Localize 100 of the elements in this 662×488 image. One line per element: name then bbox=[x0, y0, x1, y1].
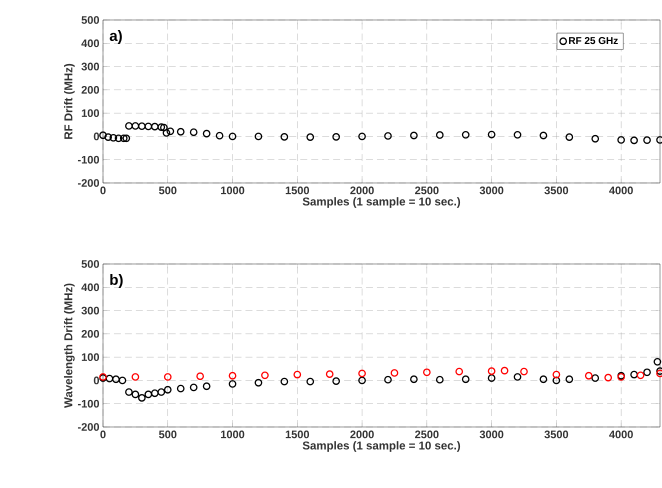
x-tick-label: 1000 bbox=[221, 186, 244, 194]
y-axis-title: RF Drift (MHz) bbox=[64, 64, 75, 139]
y-tick-label: -100 bbox=[78, 400, 100, 408]
point bbox=[520, 368, 528, 376]
point bbox=[584, 372, 593, 380]
legend-label: RF 25 GHz bbox=[569, 37, 618, 44]
point bbox=[110, 134, 118, 142]
point bbox=[332, 377, 340, 385]
point bbox=[190, 384, 198, 392]
point bbox=[436, 376, 444, 384]
point bbox=[138, 122, 146, 130]
point bbox=[150, 122, 159, 130]
y-tick-label: -200 bbox=[78, 423, 100, 431]
point bbox=[157, 123, 166, 131]
point bbox=[202, 382, 210, 390]
point bbox=[462, 130, 470, 139]
x-tick-label: 3000 bbox=[480, 186, 504, 194]
point bbox=[104, 133, 112, 141]
y-tick-label: 300 bbox=[81, 62, 100, 70]
point bbox=[280, 378, 288, 386]
x-tick-label: 3500 bbox=[544, 430, 568, 438]
point bbox=[118, 376, 126, 384]
point bbox=[358, 370, 366, 378]
y-axis-title: Wavelength Drift (MHz) bbox=[64, 284, 75, 408]
point bbox=[228, 132, 236, 140]
y-tick-label: 500 bbox=[82, 16, 100, 24]
point bbox=[617, 136, 625, 144]
point bbox=[132, 390, 140, 398]
point bbox=[565, 133, 574, 141]
point bbox=[514, 373, 522, 381]
point bbox=[436, 131, 444, 139]
y-tick-label: 400 bbox=[81, 283, 100, 292]
x-tick-label: 4000 bbox=[609, 186, 633, 194]
point bbox=[114, 134, 122, 142]
point bbox=[358, 132, 366, 140]
annotation: b) bbox=[110, 274, 123, 288]
point bbox=[384, 376, 392, 384]
y-tick-label: 400 bbox=[81, 39, 100, 48]
point bbox=[216, 132, 224, 140]
point bbox=[455, 368, 464, 376]
point bbox=[160, 124, 168, 132]
annotation: a) bbox=[110, 30, 122, 44]
point bbox=[540, 375, 548, 384]
point bbox=[150, 389, 159, 398]
point bbox=[654, 358, 662, 366]
point bbox=[162, 129, 170, 137]
point bbox=[106, 374, 114, 382]
point bbox=[390, 369, 398, 377]
point bbox=[280, 133, 288, 141]
y-tick-label: 100 bbox=[82, 353, 100, 362]
point bbox=[144, 390, 152, 398]
point bbox=[462, 375, 470, 384]
x-tick-label: 500 bbox=[158, 186, 176, 194]
y-tick-label: 100 bbox=[82, 109, 100, 118]
point bbox=[138, 394, 146, 402]
point bbox=[384, 132, 392, 140]
point bbox=[293, 370, 302, 378]
point bbox=[176, 128, 185, 136]
x-tick-label: 1500 bbox=[286, 186, 310, 194]
x-tick-label: 0 bbox=[100, 186, 106, 194]
point bbox=[120, 134, 128, 142]
point bbox=[630, 136, 638, 144]
point bbox=[604, 374, 612, 382]
point bbox=[228, 372, 236, 380]
y-tick-label: 0 bbox=[94, 376, 100, 384]
point bbox=[125, 122, 133, 130]
point bbox=[636, 371, 644, 380]
point bbox=[164, 373, 172, 381]
x-tick-label: 2500 bbox=[415, 186, 439, 194]
point bbox=[358, 376, 366, 384]
point bbox=[326, 370, 334, 378]
point bbox=[591, 134, 600, 143]
point bbox=[332, 133, 340, 141]
x-axis-title: Samples (1 sample = 10 sec.) bbox=[302, 441, 460, 452]
point bbox=[552, 376, 560, 384]
point bbox=[112, 375, 120, 384]
point bbox=[254, 378, 262, 387]
x-tick-label: 0 bbox=[100, 430, 106, 438]
point bbox=[125, 388, 133, 396]
point bbox=[202, 130, 210, 138]
point bbox=[630, 370, 638, 378]
point bbox=[565, 375, 574, 384]
point bbox=[423, 368, 431, 376]
point bbox=[176, 384, 185, 392]
point bbox=[552, 370, 560, 378]
point bbox=[540, 132, 548, 140]
point bbox=[500, 366, 508, 374]
point bbox=[99, 131, 107, 140]
point bbox=[410, 375, 418, 384]
point bbox=[591, 374, 600, 382]
point bbox=[488, 367, 496, 375]
point bbox=[166, 127, 174, 136]
point bbox=[410, 132, 418, 140]
point bbox=[144, 122, 152, 130]
x-tick-label: 1000 bbox=[221, 430, 244, 438]
x-tick-label: 2000 bbox=[350, 430, 374, 438]
x-tick-label: 1500 bbox=[286, 430, 310, 438]
point bbox=[261, 371, 269, 380]
point bbox=[190, 128, 198, 136]
y-tick-label: 0 bbox=[94, 132, 100, 140]
